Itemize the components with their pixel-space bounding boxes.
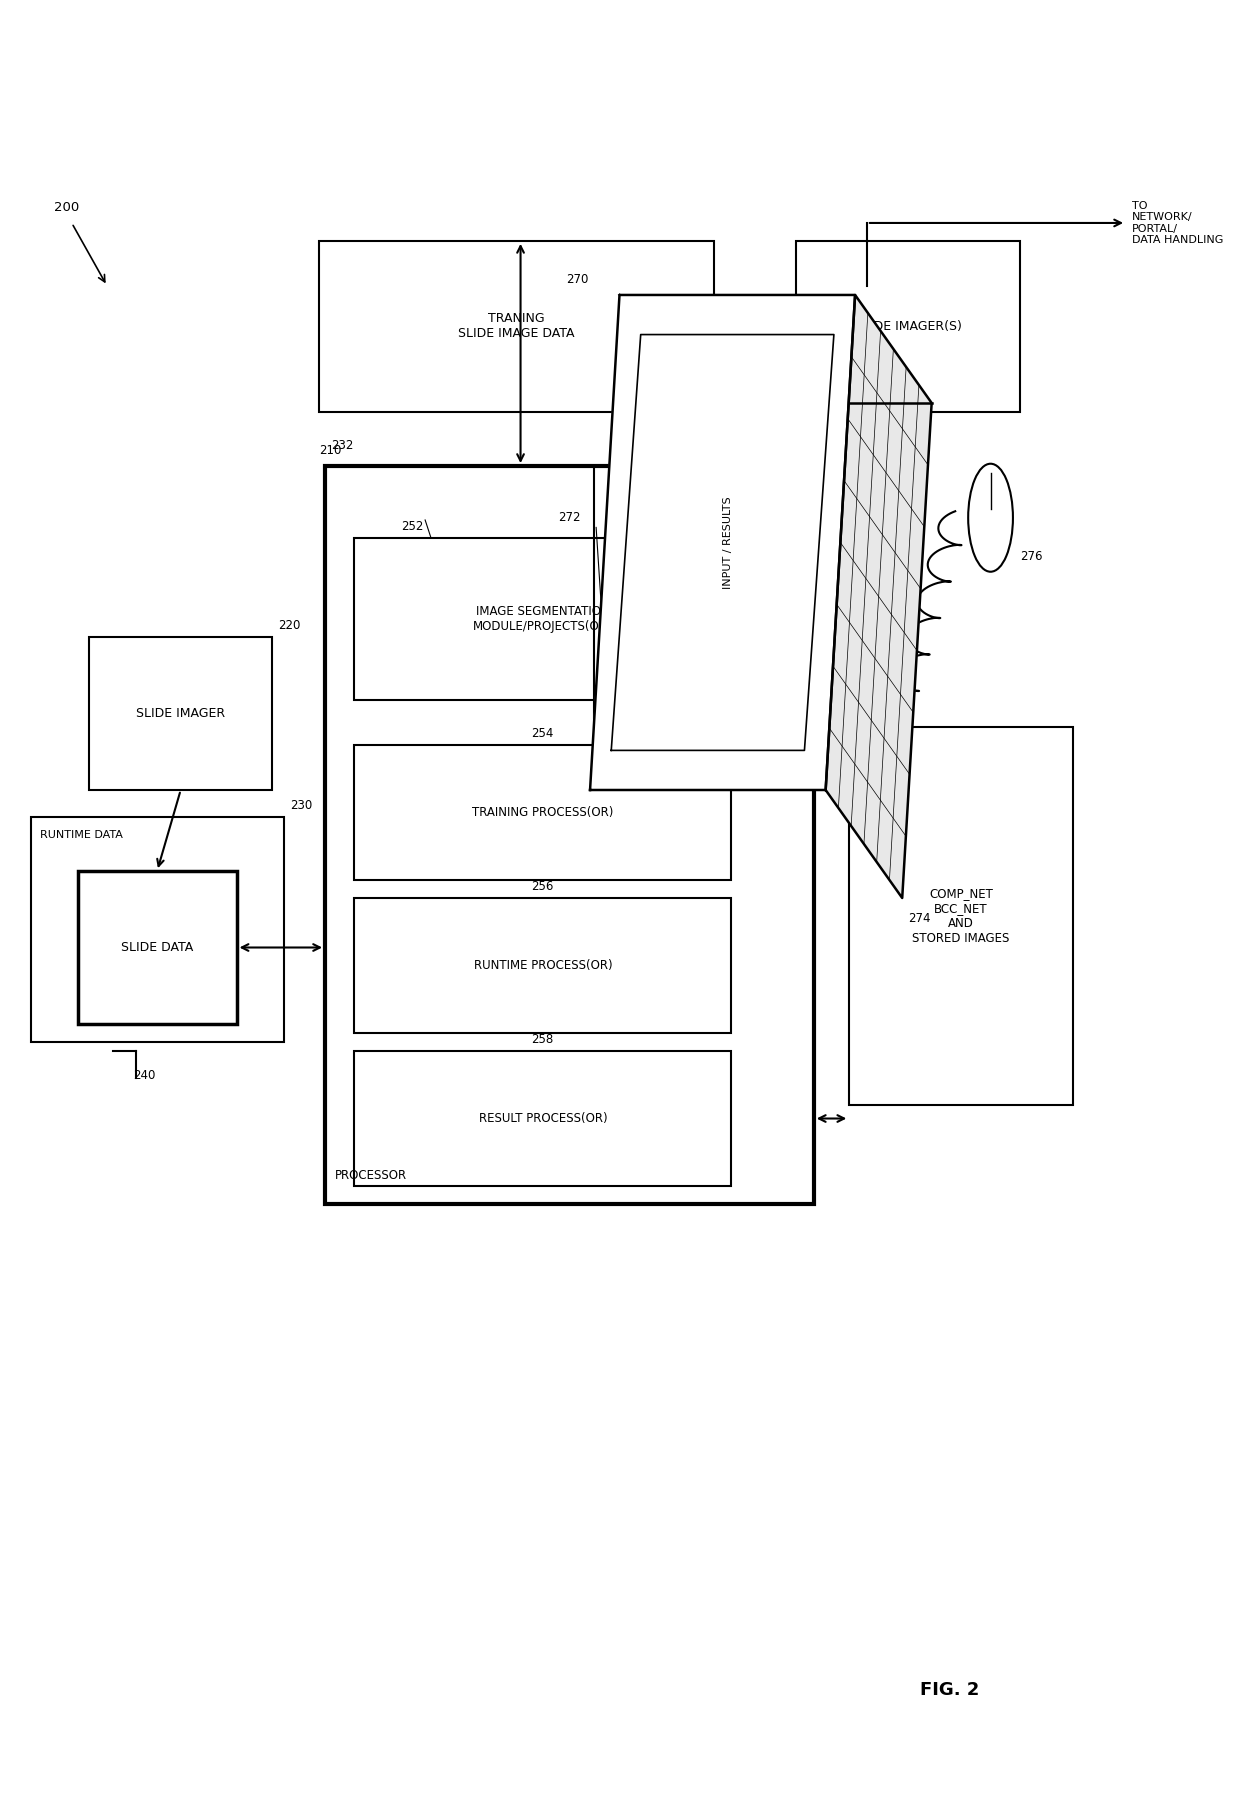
Bar bbox=[78, 871, 237, 1025]
Text: 252: 252 bbox=[402, 519, 424, 533]
Bar bbox=[355, 1050, 732, 1186]
Text: 222: 222 bbox=[808, 439, 831, 452]
Text: TRAINING PROCESS(OR): TRAINING PROCESS(OR) bbox=[472, 805, 614, 818]
Bar bbox=[31, 816, 284, 1041]
Text: 254: 254 bbox=[531, 727, 553, 740]
Text: PROCESSOR: PROCESSOR bbox=[335, 1170, 407, 1183]
Bar bbox=[849, 727, 1073, 1105]
Polygon shape bbox=[611, 334, 833, 751]
Text: 240: 240 bbox=[134, 1068, 156, 1081]
Bar bbox=[355, 898, 732, 1032]
Bar bbox=[319, 241, 714, 412]
Text: RUNTIME DATA: RUNTIME DATA bbox=[40, 829, 123, 840]
Text: 200: 200 bbox=[55, 201, 79, 214]
Text: FIG. 2: FIG. 2 bbox=[920, 1682, 980, 1700]
Text: SLIDE DATA: SLIDE DATA bbox=[122, 941, 193, 954]
Text: TRANING
SLIDE IMAGE DATA: TRANING SLIDE IMAGE DATA bbox=[458, 312, 574, 341]
Text: 274: 274 bbox=[908, 912, 930, 925]
Text: 256: 256 bbox=[531, 880, 553, 892]
Text: TO
NETWORK/
PORTAL/
DATA HANDLING: TO NETWORK/ PORTAL/ DATA HANDLING bbox=[1132, 201, 1224, 245]
Ellipse shape bbox=[968, 464, 1013, 571]
Text: 272: 272 bbox=[558, 512, 580, 524]
Bar bbox=[355, 746, 732, 880]
Text: SLIDE IMAGER: SLIDE IMAGER bbox=[136, 707, 226, 720]
Polygon shape bbox=[590, 296, 856, 789]
Polygon shape bbox=[826, 296, 931, 898]
Text: 258: 258 bbox=[531, 1032, 553, 1045]
Bar bbox=[796, 241, 1021, 412]
Text: COMP_NET
BCC_NET
AND
STORED IMAGES: COMP_NET BCC_NET AND STORED IMAGES bbox=[913, 887, 1009, 945]
Text: 270: 270 bbox=[567, 272, 589, 287]
Text: 220: 220 bbox=[278, 619, 300, 631]
Text: 276: 276 bbox=[1021, 550, 1043, 562]
Text: SLIDE IMAGER(S): SLIDE IMAGER(S) bbox=[854, 319, 961, 334]
Bar bbox=[325, 466, 813, 1204]
Text: 210: 210 bbox=[319, 444, 341, 457]
Text: 230: 230 bbox=[290, 798, 312, 811]
Text: RESULT PROCESS(OR): RESULT PROCESS(OR) bbox=[479, 1112, 608, 1125]
Bar bbox=[355, 539, 732, 700]
Text: IMAGE SEGMENTATION
MODULE/PROJECTS(OR): IMAGE SEGMENTATION MODULE/PROJECTS(OR) bbox=[474, 606, 613, 633]
Text: 232: 232 bbox=[331, 439, 353, 452]
Bar bbox=[89, 637, 272, 789]
Text: 260: 260 bbox=[856, 709, 878, 722]
Text: RUNTIME PROCESS(OR): RUNTIME PROCESS(OR) bbox=[474, 960, 613, 972]
Text: INPUT / RESULTS: INPUT / RESULTS bbox=[723, 497, 733, 590]
